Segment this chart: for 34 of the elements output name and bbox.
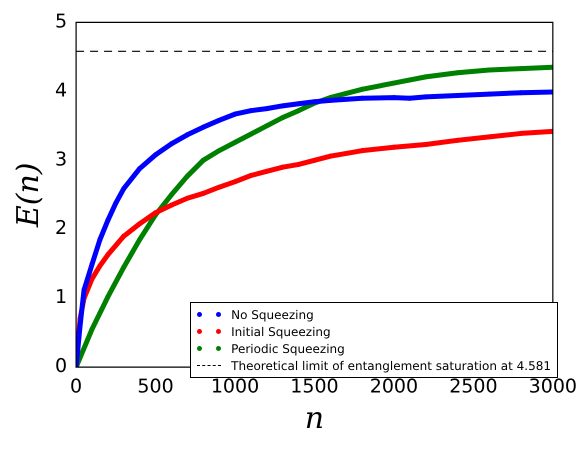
point [280, 115, 286, 120]
legend-label: Periodic Squeezing [231, 342, 345, 356]
point [105, 218, 110, 223]
y-tick-label: 1 [54, 286, 68, 308]
legend-label: Initial Squeezing [231, 324, 331, 338]
legend-label: Theoretical limit of entanglement saturation at 4.581 [231, 358, 551, 372]
point [97, 263, 102, 268]
y-tick-label: 4 [54, 79, 68, 102]
x-tick-label: 1500 [290, 376, 339, 398]
point [153, 152, 158, 158]
y-tick-label: 2 [54, 217, 68, 240]
point [232, 140, 238, 145]
x-tick-label: 1000 [210, 376, 260, 398]
x-tick-label: 2000 [370, 376, 418, 398]
x-tick-label: 3000 [528, 376, 578, 398]
x-tick-label: 500 [137, 376, 174, 398]
y-tick-label: 3 [54, 148, 68, 170]
point [168, 141, 174, 146]
legend-label: No Squeezing [231, 308, 314, 322]
point [137, 166, 142, 172]
point [264, 123, 270, 128]
y-axis-title: E(n) [10, 162, 46, 228]
point [168, 192, 174, 198]
y-tick-label: 0 [54, 355, 68, 378]
point [137, 237, 142, 242]
x-axis-title: n [304, 400, 324, 436]
x-tick-label: 2500 [449, 376, 498, 398]
point [105, 252, 110, 258]
x-tick-label: 0 [70, 376, 82, 398]
y-tick-label: 5 [54, 10, 68, 32]
point [232, 179, 238, 184]
point [184, 132, 190, 138]
point [121, 234, 126, 239]
point [105, 294, 110, 300]
